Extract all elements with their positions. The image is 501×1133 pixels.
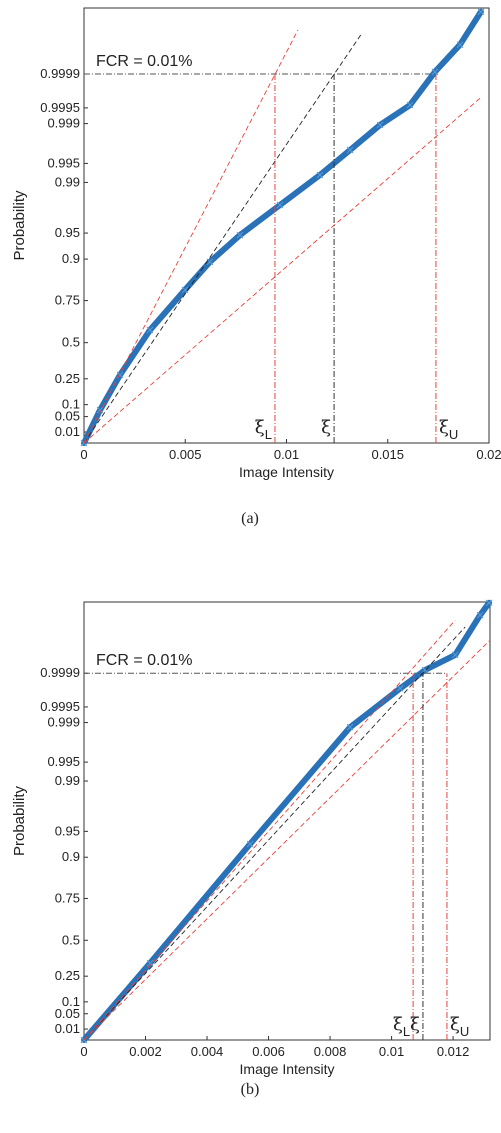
threshold-label: ξ bbox=[321, 417, 331, 438]
data-point bbox=[346, 146, 354, 154]
plot-frame bbox=[83, 601, 491, 1041]
y-tick-label: 0.9 bbox=[62, 849, 80, 864]
y-tick-label: 0.99 bbox=[55, 773, 80, 788]
data-point bbox=[316, 171, 324, 179]
caption: (b) bbox=[241, 1081, 260, 1098]
threshold-symbol: ξ bbox=[439, 417, 449, 438]
x-tick-label: 0.01 bbox=[274, 447, 299, 462]
data-point bbox=[485, 599, 493, 607]
threshold-label: ξL bbox=[255, 417, 272, 442]
data-point bbox=[181, 286, 189, 294]
threshold-subscript: L bbox=[265, 427, 272, 442]
y-tick-label: 0.25 bbox=[55, 371, 80, 386]
x-tick-label: 0.002 bbox=[129, 1044, 162, 1059]
y-tick-label: 0.999 bbox=[47, 116, 80, 131]
x-tick-label: 0.012 bbox=[437, 1044, 470, 1059]
threshold-symbol: ξ bbox=[450, 1014, 460, 1035]
data-point bbox=[406, 101, 414, 109]
y-tick-label: 0.75 bbox=[55, 293, 80, 308]
y-tick-label: 0.9 bbox=[62, 251, 80, 266]
chart: 0.010.050.10.250.50.750.90.950.990.9950.… bbox=[11, 599, 493, 1098]
data-point bbox=[376, 121, 384, 129]
threshold-label: ξL bbox=[393, 1014, 410, 1039]
y-tick-label: 0.9999 bbox=[40, 66, 80, 81]
y-tick-label: 0.25 bbox=[55, 968, 80, 983]
threshold-symbol: ξ bbox=[255, 417, 265, 438]
reference-line bbox=[83, 639, 491, 1041]
reference-line bbox=[83, 29, 299, 444]
y-tick-label: 0.9995 bbox=[40, 699, 80, 714]
x-tick-label: 0.004 bbox=[191, 1044, 224, 1059]
data-point bbox=[96, 406, 104, 414]
data-point bbox=[146, 959, 154, 967]
threshold-subscript: L bbox=[403, 1024, 410, 1039]
x-tick-label: 0.01 bbox=[379, 1044, 404, 1059]
y-tick-label: 0.9999 bbox=[40, 665, 80, 680]
y-tick-label: 0.01 bbox=[55, 1021, 80, 1036]
data-point bbox=[206, 258, 214, 266]
y-axis-label: Probability bbox=[11, 190, 28, 261]
y-tick-label: 0.05 bbox=[55, 409, 80, 424]
data-point bbox=[396, 685, 404, 692]
data-point bbox=[236, 231, 244, 239]
y-tick-label: 0.75 bbox=[55, 890, 80, 905]
data-curve bbox=[81, 8, 484, 446]
x-tick-label: 0.005 bbox=[169, 447, 202, 462]
y-tick-label: 0.1 bbox=[62, 994, 80, 1009]
y-tick-label: 0.99 bbox=[55, 174, 80, 189]
y-tick-label: 0.9995 bbox=[40, 100, 80, 115]
y-tick-label: 0.05 bbox=[55, 1006, 80, 1021]
y-tick-label: 0.999 bbox=[47, 715, 80, 730]
data-point bbox=[246, 840, 254, 848]
threshold-symbol: ξ bbox=[393, 1014, 403, 1035]
threshold-label: ξU bbox=[450, 1014, 469, 1039]
data-point bbox=[431, 68, 439, 76]
y-tick-label: 0.95 bbox=[55, 823, 80, 838]
x-tick-label: 0 bbox=[80, 1044, 87, 1059]
x-axis-label: Image Intensity bbox=[240, 1061, 335, 1077]
reference-line bbox=[83, 626, 466, 1041]
x-tick-label: 0.008 bbox=[314, 1044, 347, 1059]
y-tick-label: 0.1 bbox=[62, 397, 80, 412]
data-point bbox=[451, 651, 459, 659]
data-point bbox=[146, 326, 154, 334]
x-tick-label: 0.015 bbox=[371, 447, 404, 462]
y-tick-label: 0.995 bbox=[47, 155, 80, 170]
y-tick-label: 0.995 bbox=[47, 754, 80, 769]
threshold-symbol: ξ bbox=[321, 417, 331, 438]
fcr-label: FCR = 0.01% bbox=[96, 652, 192, 669]
fcr-label: FCR = 0.01% bbox=[96, 53, 192, 70]
x-tick-label: 0 bbox=[80, 447, 87, 462]
reference-line bbox=[83, 619, 456, 1041]
y-tick-label: 0.5 bbox=[62, 932, 80, 947]
data-point bbox=[476, 611, 484, 619]
data-point bbox=[346, 723, 354, 731]
y-tick-label: 0.01 bbox=[55, 424, 80, 439]
y-tick-label: 0.95 bbox=[55, 225, 80, 240]
threshold-symbol: ξ bbox=[410, 1014, 420, 1035]
threshold-label: ξU bbox=[439, 417, 458, 442]
data-point bbox=[456, 41, 464, 49]
data-point bbox=[477, 8, 485, 16]
threshold-subscript: U bbox=[449, 427, 458, 442]
x-tick-label: 0.006 bbox=[252, 1044, 285, 1059]
data-point bbox=[276, 201, 284, 209]
reference-line bbox=[83, 32, 363, 444]
y-tick-label: 0.5 bbox=[62, 335, 80, 350]
reference-line bbox=[83, 97, 481, 444]
x-tick-label: 0.02 bbox=[476, 447, 501, 462]
threshold-subscript: U bbox=[460, 1024, 469, 1039]
threshold-label: ξ bbox=[410, 1014, 420, 1035]
y-axis-label: Probability bbox=[11, 785, 28, 856]
plot-frame bbox=[83, 7, 490, 444]
chart: 0.010.050.10.250.50.750.90.950.990.9950.… bbox=[11, 7, 501, 527]
caption: (a) bbox=[241, 510, 259, 527]
x-axis-label: Image Intensity bbox=[239, 464, 334, 480]
